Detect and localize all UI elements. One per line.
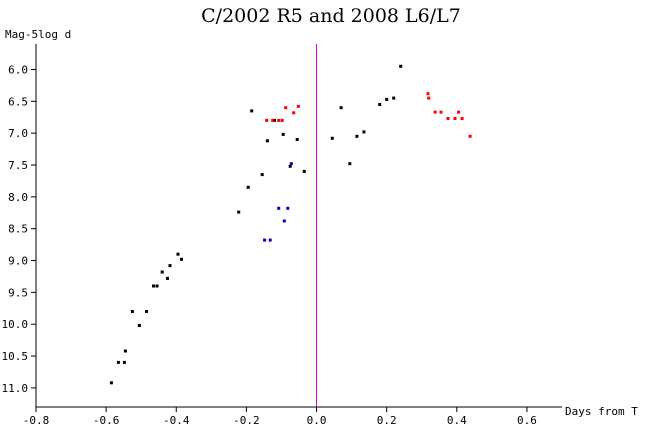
data-point <box>152 284 155 288</box>
data-point <box>180 257 183 261</box>
data-point <box>168 264 172 268</box>
x-tick-label: 0.4 <box>447 414 467 427</box>
data-point <box>457 110 461 114</box>
y-tick-label: 8.5 <box>8 223 28 236</box>
data-point <box>273 118 276 122</box>
data-point <box>427 96 431 100</box>
x-tick-label: 0.0 <box>307 414 327 427</box>
x-tick-label: -0.4 <box>163 414 190 427</box>
axes: -0.8 -0.6 -0.4 -0.2 0.0 0.2 0.4 0.6 6.0 6.5 7.0 7.5… <box>2 44 562 427</box>
data-point <box>348 162 352 166</box>
data-point <box>265 139 269 143</box>
data-point <box>176 252 180 256</box>
data-point <box>282 219 286 223</box>
data-point <box>339 106 343 110</box>
y-axis-label: Mag-5log d <box>5 28 71 41</box>
data-point <box>160 270 164 274</box>
data-point <box>362 130 366 134</box>
y-tick-label: 10.5 <box>2 350 29 363</box>
data-point <box>281 132 285 136</box>
y-tick-label: 9.5 <box>8 286 28 299</box>
chart-title: C/2002 R5 and 2008 L6/L7 <box>201 5 461 27</box>
data-point <box>296 104 300 108</box>
data-point <box>288 164 292 168</box>
data-point <box>439 110 443 114</box>
y-tick-label: 8.0 <box>8 191 28 204</box>
data-point <box>385 97 389 101</box>
data-point <box>453 117 457 120</box>
y-tick-label: 6.0 <box>8 63 28 76</box>
data-point <box>277 206 281 210</box>
data-point <box>280 118 284 122</box>
data-point <box>426 92 430 96</box>
data-point <box>260 173 264 177</box>
data-point <box>250 109 254 113</box>
data-point <box>263 238 267 242</box>
data-point <box>130 310 134 313</box>
data-point <box>392 96 396 100</box>
data-point <box>295 138 299 141</box>
data-point <box>433 110 437 114</box>
data-point <box>399 64 403 68</box>
y-tick-label: 10.0 <box>2 318 29 331</box>
data-point <box>378 103 382 106</box>
data-points <box>109 64 472 385</box>
data-point <box>122 360 126 364</box>
x-tick-label: -0.2 <box>233 414 260 427</box>
data-point <box>330 136 334 140</box>
y-tick-label: 9.0 <box>8 255 28 268</box>
x-tick-label: 0.6 <box>517 414 537 427</box>
data-point <box>265 118 269 122</box>
x-axis-label: Days from T <box>565 405 638 418</box>
data-point <box>286 206 290 210</box>
data-point <box>468 134 472 138</box>
data-point <box>277 118 281 122</box>
data-point <box>302 169 306 173</box>
data-point <box>237 210 241 214</box>
data-point <box>271 118 275 122</box>
y-tick-label: 7.0 <box>8 127 28 140</box>
y-tick-label: 11.0 <box>2 382 29 395</box>
data-point <box>166 276 169 280</box>
data-point <box>109 381 113 385</box>
data-point <box>460 117 464 120</box>
data-point <box>446 117 450 120</box>
data-point <box>137 324 141 327</box>
data-point <box>268 238 272 242</box>
y-tick-label: 6.5 <box>8 95 28 108</box>
data-point <box>246 185 250 189</box>
data-point <box>145 310 148 313</box>
data-point <box>289 162 293 166</box>
data-point <box>116 360 120 364</box>
data-point <box>284 106 288 110</box>
data-point <box>292 111 296 115</box>
y-tick-label: 7.5 <box>8 159 28 172</box>
x-tick-label: -0.8 <box>23 414 50 427</box>
data-point <box>155 284 159 288</box>
data-point <box>123 349 127 353</box>
data-point <box>355 134 359 138</box>
x-tick-label: 0.2 <box>377 414 397 427</box>
x-tick-label: -0.6 <box>93 414 120 427</box>
